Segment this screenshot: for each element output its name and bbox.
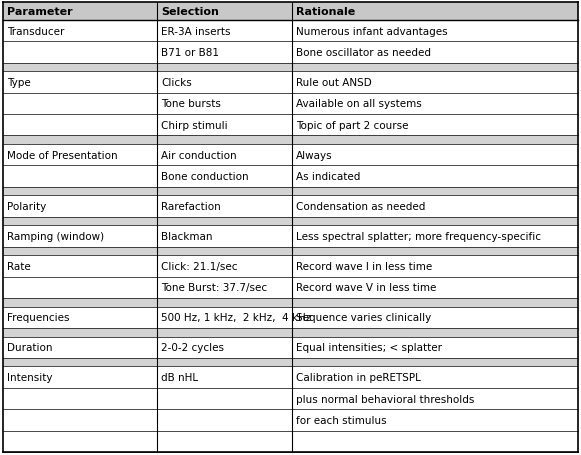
Text: Chirp stimuli: Chirp stimuli [161, 121, 228, 131]
Bar [3, 247, 578, 256]
Text: Rationale: Rationale [296, 7, 356, 17]
Text: Numerous infant advantages: Numerous infant advantages [296, 27, 448, 36]
Text: Parameter: Parameter [7, 7, 73, 17]
Bar [3, 328, 578, 337]
Text: for each stimulus: for each stimulus [296, 415, 387, 425]
Text: Equal intensities; < splatter: Equal intensities; < splatter [296, 343, 442, 353]
Text: Record wave I in less time: Record wave I in less time [296, 261, 432, 271]
Bar [3, 21, 578, 42]
Text: Click: 21.1/sec: Click: 21.1/sec [161, 261, 238, 271]
Bar [3, 256, 578, 277]
Text: Ramping (window): Ramping (window) [7, 232, 104, 242]
Text: Sequence varies clinically: Sequence varies clinically [296, 313, 432, 323]
Text: Calibration in peRETSPL: Calibration in peRETSPL [296, 372, 421, 382]
Text: Frequencies: Frequencies [7, 313, 70, 323]
Bar [3, 94, 578, 115]
Text: As indicated: As indicated [296, 172, 361, 182]
Bar [3, 337, 578, 358]
Bar [3, 136, 578, 145]
Bar [3, 431, 578, 452]
Text: Air conduction: Air conduction [161, 151, 236, 160]
Text: Less spectral splatter; more frequency-specific: Less spectral splatter; more frequency-s… [296, 232, 541, 242]
Bar [3, 217, 578, 226]
Bar [3, 196, 578, 217]
Text: Transducer: Transducer [7, 27, 64, 36]
Text: Bone conduction: Bone conduction [161, 172, 249, 182]
Text: plus normal behavioral thresholds: plus normal behavioral thresholds [296, 394, 475, 404]
Text: B71 or B81: B71 or B81 [161, 48, 219, 58]
Bar [3, 187, 578, 196]
Text: Available on all systems: Available on all systems [296, 99, 422, 109]
Text: Always: Always [296, 151, 333, 160]
Text: Mode of Presentation: Mode of Presentation [7, 151, 117, 160]
Text: Selection: Selection [161, 7, 219, 17]
Bar [3, 388, 578, 410]
Bar [3, 3, 578, 21]
Text: dB nHL: dB nHL [161, 372, 198, 382]
Bar [3, 115, 578, 136]
Bar [3, 358, 578, 367]
Text: Topic of part 2 course: Topic of part 2 course [296, 121, 408, 131]
Bar [3, 298, 578, 307]
Bar [3, 145, 578, 166]
Text: Duration: Duration [7, 343, 52, 353]
Text: Type: Type [7, 78, 31, 88]
Bar [3, 277, 578, 298]
Text: Polarity: Polarity [7, 202, 46, 212]
Text: Rate: Rate [7, 261, 31, 271]
Bar [3, 72, 578, 94]
Text: Tone bursts: Tone bursts [161, 99, 221, 109]
Text: ER-3A inserts: ER-3A inserts [161, 27, 231, 36]
Bar [3, 42, 578, 64]
Text: 2-0-2 cycles: 2-0-2 cycles [161, 343, 224, 353]
Text: 500 Hz, 1 kHz,  2 kHz,  4 kHz: 500 Hz, 1 kHz, 2 kHz, 4 kHz [161, 313, 311, 323]
Bar [3, 64, 578, 72]
Bar [3, 307, 578, 328]
Bar [3, 166, 578, 187]
Text: Rule out ANSD: Rule out ANSD [296, 78, 372, 88]
Text: Bone oscillator as needed: Bone oscillator as needed [296, 48, 431, 58]
Bar [3, 226, 578, 247]
Text: Intensity: Intensity [7, 372, 52, 382]
Text: Blackman: Blackman [161, 232, 213, 242]
Bar [3, 410, 578, 431]
Text: Record wave V in less time: Record wave V in less time [296, 283, 436, 293]
Text: Condensation as needed: Condensation as needed [296, 202, 426, 212]
Text: Rarefaction: Rarefaction [161, 202, 221, 212]
Bar [3, 367, 578, 388]
Text: Tone Burst: 37.7/sec: Tone Burst: 37.7/sec [161, 283, 267, 293]
Text: Clicks: Clicks [161, 78, 192, 88]
